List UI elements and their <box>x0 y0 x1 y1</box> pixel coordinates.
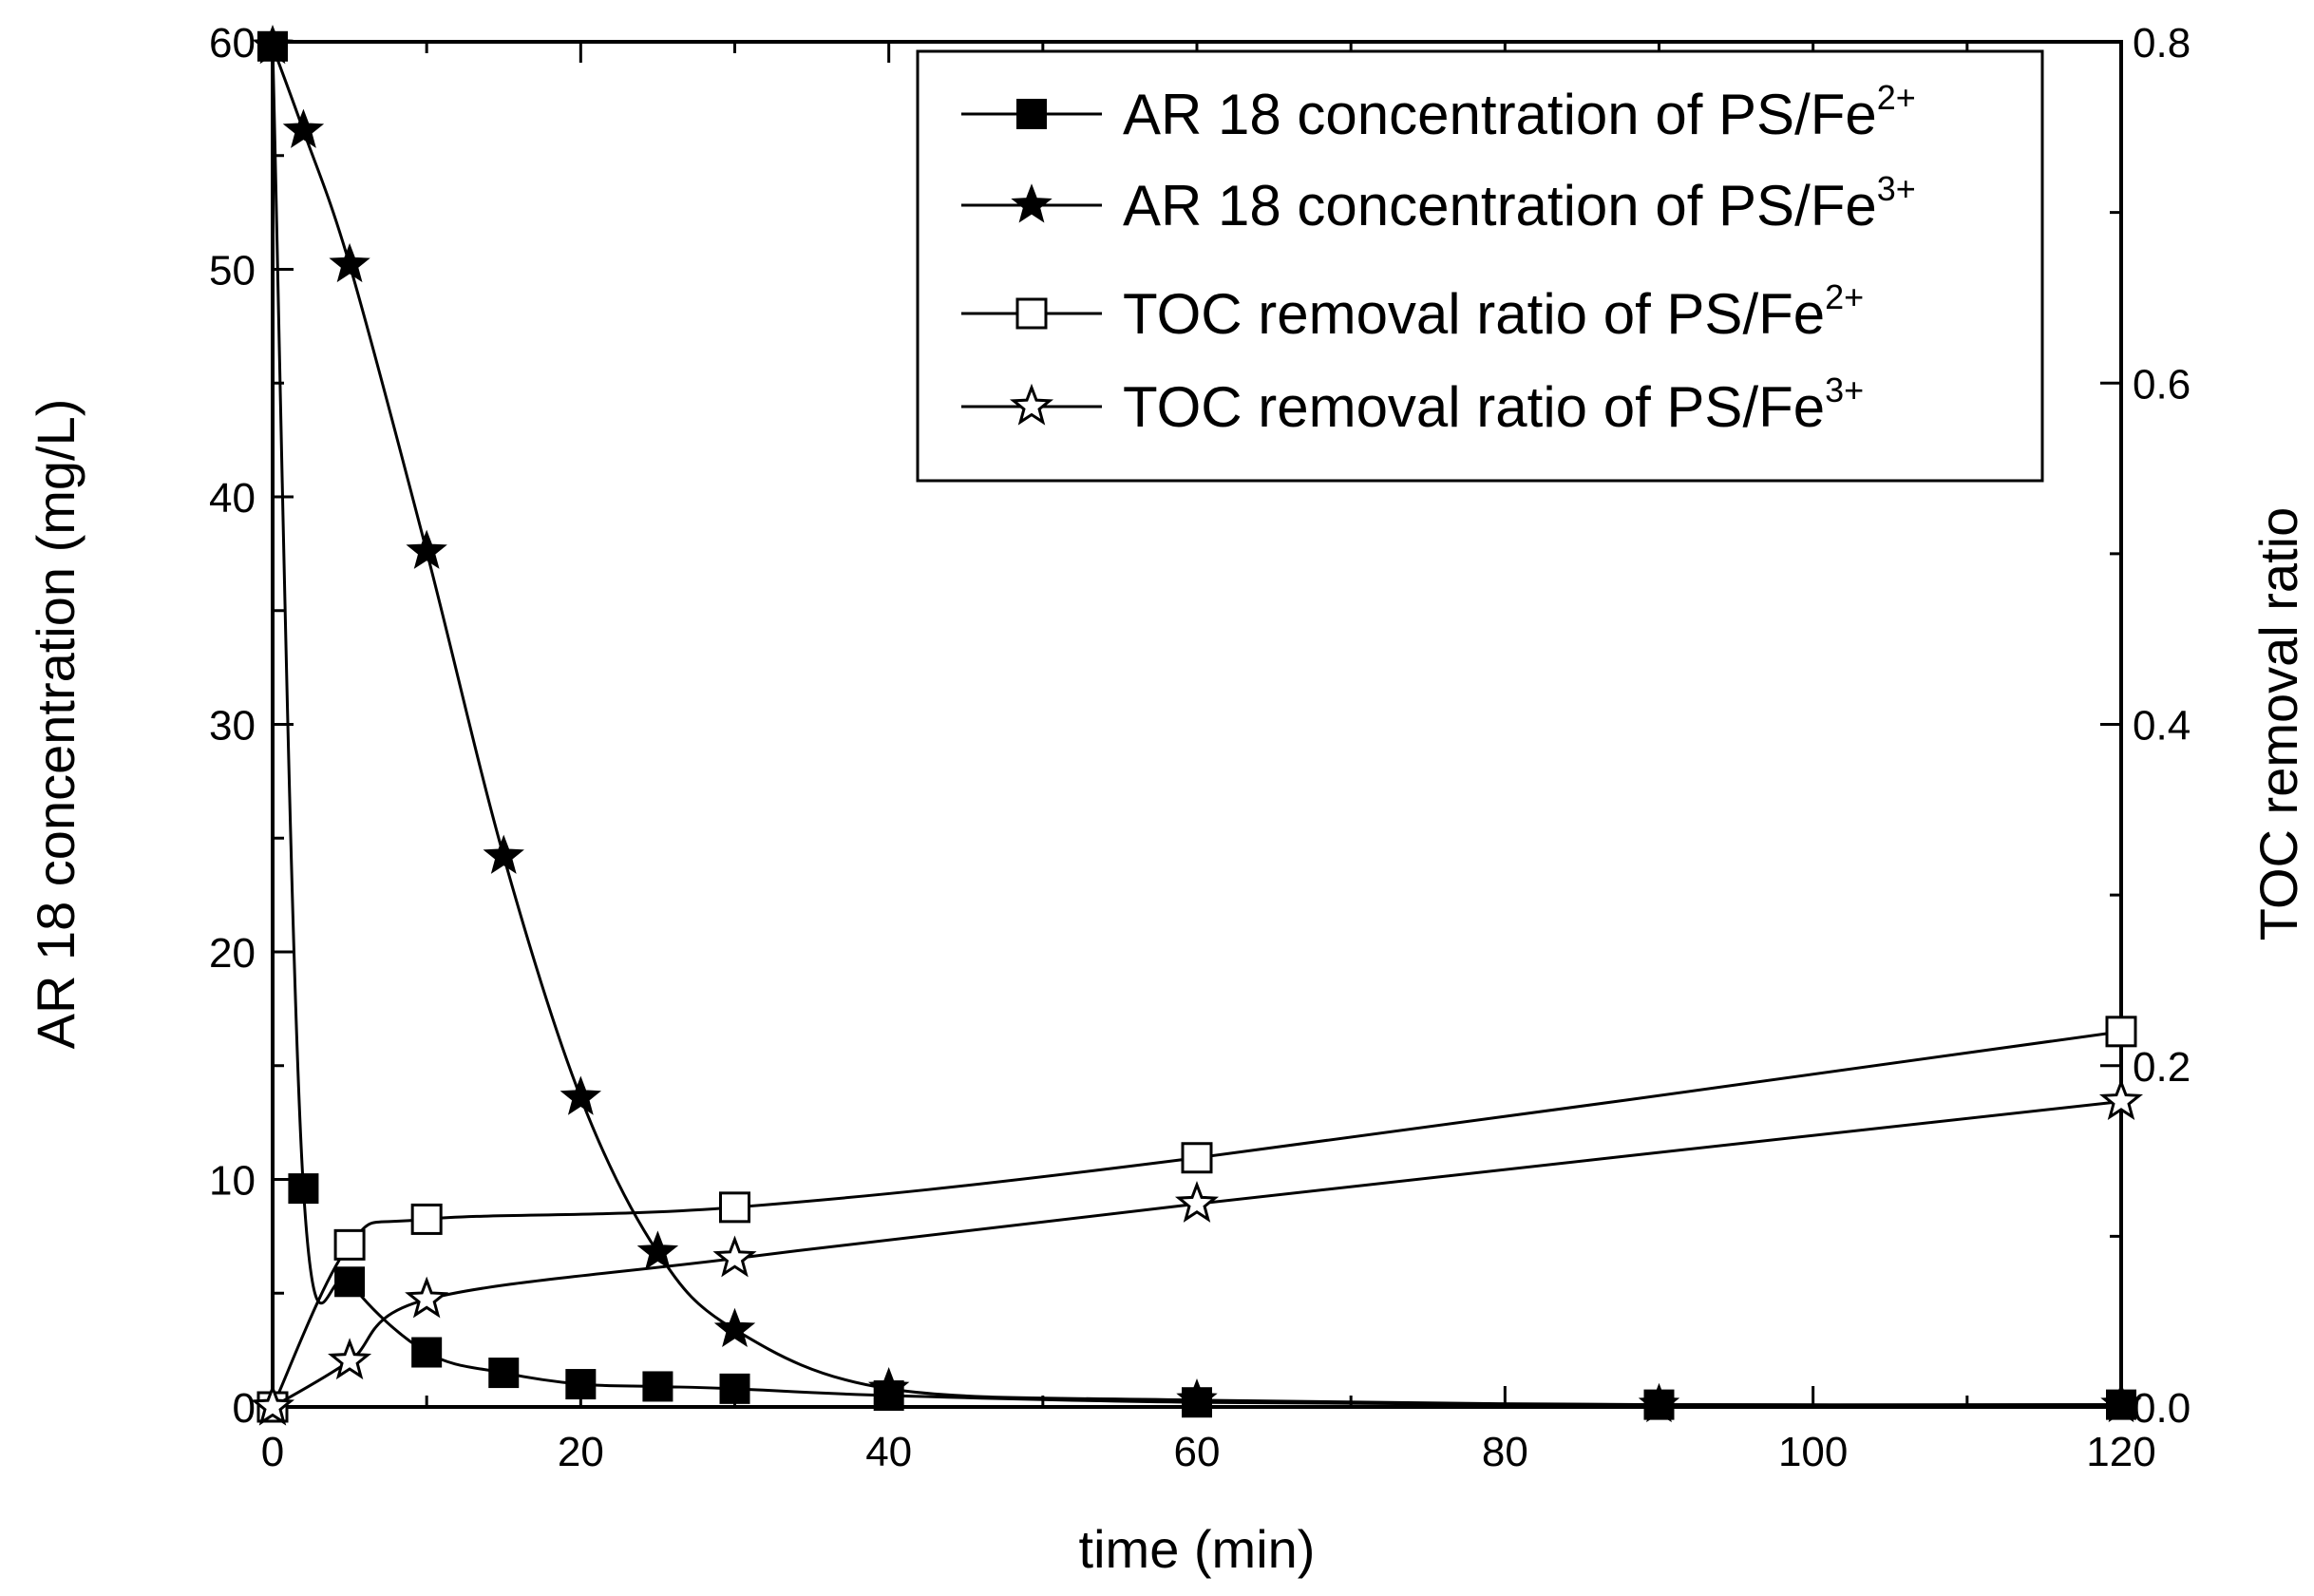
legend-item-ps-fe2-concentration: AR 18 concentration of PS/Fe2+ <box>961 78 1916 146</box>
series-ps-fe3-toc <box>250 1078 2144 1426</box>
legend-label: AR 18 concentration of PS/Fe2+ <box>1123 78 1916 146</box>
legend-label: TOC removal ratio of PS/Fe3+ <box>1123 370 1864 439</box>
data-point-ps-fe2-concentration <box>334 1266 366 1298</box>
x-tick-label: 80 <box>1482 1429 1528 1475</box>
y-axis-right-title: TOC removal ratio <box>2248 507 2308 940</box>
y-right-tick-label: 0.0 <box>2133 1385 2191 1432</box>
legend-label-main: TOC removal ratio of PS/Fe <box>1123 282 1825 346</box>
y-left-tick-label: 60 <box>209 20 256 66</box>
data-point-ps-fe3-toc <box>328 1338 372 1380</box>
x-tick-label: 0 <box>261 1429 284 1475</box>
series-line-ps-fe3-toc <box>272 1099 2122 1409</box>
x-tick-label: 100 <box>1778 1429 1848 1475</box>
series-layer <box>250 24 2144 1426</box>
y-right-tick-label: 0.4 <box>2133 703 2191 750</box>
y-right-tick-label: 0.6 <box>2133 361 2191 408</box>
data-point-ps-fe3-concentration <box>1176 1378 1218 1418</box>
data-point-ps-fe2-toc <box>719 1191 750 1224</box>
x-tick-label: 20 <box>558 1429 604 1475</box>
series-ps-fe3-concentration <box>252 24 2142 1423</box>
data-point-ps-fe2-concentration <box>719 1373 750 1404</box>
x-axis-title: time (min) <box>1079 1519 1316 1579</box>
data-point-ps-fe3-concentration <box>252 24 294 65</box>
y-axis-left-title: AR 18 concentration (mg/L) <box>26 399 85 1050</box>
x-tick-label: 60 <box>1174 1429 1221 1475</box>
legend: AR 18 concentration of PS/Fe2+AR 18 conc… <box>916 49 2044 483</box>
data-point-ps-fe2-concentration <box>288 1173 319 1205</box>
data-point-ps-fe3-toc <box>712 1235 757 1278</box>
data-point-ps-fe3-concentration <box>560 1075 602 1115</box>
y-right-tick-label: 0.8 <box>2133 20 2191 66</box>
legend-box <box>916 49 2044 483</box>
data-point-ps-fe2-concentration <box>488 1358 520 1389</box>
y-left-tick-label: 20 <box>209 930 256 977</box>
data-point-ps-fe3-concentration <box>867 1367 910 1407</box>
data-point-ps-fe3-concentration <box>329 242 370 283</box>
series-line-ps-fe2-toc <box>271 1030 2122 1408</box>
data-point-ps-fe3-concentration <box>1638 1382 1680 1423</box>
legend-marker <box>1011 183 1053 223</box>
y-right-tick-label: 0.2 <box>2133 1044 2191 1091</box>
data-point-ps-fe3-toc <box>2098 1078 2144 1121</box>
legend-label-superscript: 2+ <box>1825 277 1864 316</box>
data-point-ps-fe2-concentration <box>411 1337 443 1368</box>
data-point-ps-fe3-concentration <box>636 1230 679 1270</box>
data-point-ps-fe3-concentration <box>406 529 447 569</box>
series-ps-fe2-toc <box>256 1016 2137 1423</box>
x-tick-label: 120 <box>2086 1429 2155 1475</box>
data-point-ps-fe3-concentration <box>282 108 325 148</box>
x-tick-label: 40 <box>865 1429 912 1475</box>
legend-label-superscript: 3+ <box>1877 169 1916 208</box>
y-left-tick-label: 40 <box>209 475 256 522</box>
data-point-ps-fe2-toc <box>2105 1016 2137 1048</box>
data-point-ps-fe3-concentration <box>713 1307 756 1348</box>
data-point-ps-fe3-concentration <box>2100 1382 2142 1423</box>
legend-marker <box>1016 99 1047 129</box>
y-left-tick-label: 30 <box>209 703 256 750</box>
legend-label-main: AR 18 concentration of PS/Fe <box>1123 174 1877 238</box>
legend-item-ps-fe3-concentration: AR 18 concentration of PS/Fe3+ <box>961 169 1916 238</box>
legend-item-ps-fe3-toc: TOC removal ratio of PS/Fe3+ <box>961 370 1864 439</box>
legend-label-main: TOC removal ratio of PS/Fe <box>1123 375 1825 439</box>
legend-marker <box>1015 297 1048 330</box>
data-point-ps-fe3-toc <box>250 1383 295 1426</box>
data-point-ps-fe2-concentration <box>565 1369 597 1400</box>
data-point-ps-fe3-concentration <box>483 834 524 874</box>
legend-label-main: AR 18 concentration of PS/Fe <box>1123 83 1877 146</box>
legend-label: AR 18 concentration of PS/Fe3+ <box>1123 169 1916 238</box>
data-point-ps-fe2-concentration <box>642 1371 673 1402</box>
y-left-tick-label: 10 <box>209 1158 256 1205</box>
data-point-ps-fe2-toc <box>1181 1142 1213 1174</box>
data-point-ps-fe2-toc <box>333 1228 366 1261</box>
y-left-tick-label: 50 <box>209 248 256 294</box>
data-point-ps-fe2-toc <box>410 1203 443 1235</box>
legend-item-ps-fe2-toc: TOC removal ratio of PS/Fe2+ <box>961 277 1864 346</box>
legend-marker <box>1009 383 1054 426</box>
legend-label: TOC removal ratio of PS/Fe2+ <box>1123 277 1864 346</box>
data-point-ps-fe3-toc <box>1174 1181 1220 1223</box>
y-left-tick-label: 0 <box>233 1385 256 1432</box>
legend-label-superscript: 3+ <box>1825 370 1864 409</box>
legend-label-superscript: 2+ <box>1877 78 1916 117</box>
legend-items: AR 18 concentration of PS/Fe2+AR 18 conc… <box>961 78 1916 439</box>
data-point-ps-fe3-toc <box>405 1276 449 1319</box>
